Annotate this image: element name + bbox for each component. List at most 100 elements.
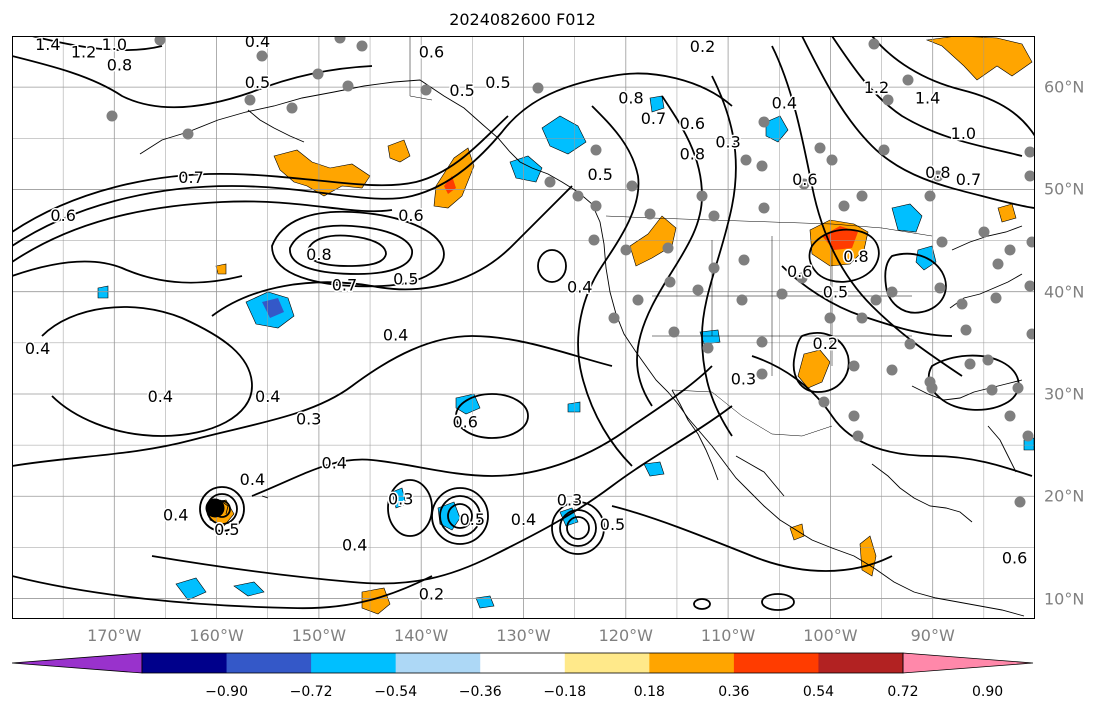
station-dot — [420, 84, 432, 96]
contour-line — [439, 495, 481, 537]
station-dot — [904, 338, 916, 350]
station-dot — [902, 74, 914, 86]
station-dot — [154, 36, 166, 46]
coastline — [735, 455, 785, 497]
contour-line — [611, 505, 893, 572]
contour-label: 0.8 — [925, 163, 950, 182]
contour-line — [447, 503, 473, 529]
negative-anomaly-area — [643, 461, 665, 477]
negative-anomaly-area — [765, 115, 789, 143]
contour-label: 1.0 — [951, 124, 976, 143]
station-dot — [626, 180, 638, 192]
colorbar-tick-label: 0.18 — [633, 684, 665, 700]
station-dot — [848, 360, 860, 372]
contour-label: 0.3 — [731, 370, 756, 389]
contour-line — [808, 228, 880, 283]
contour-line — [387, 479, 433, 537]
colorbar-segment — [564, 653, 650, 673]
station-dot — [848, 410, 860, 422]
station-dot — [738, 254, 750, 266]
station-dot — [590, 144, 602, 156]
station-dot — [1022, 430, 1034, 442]
contour-label: 0.3 — [715, 132, 740, 151]
positive-anomaly-area — [433, 147, 475, 209]
colorbar-segment — [226, 653, 312, 673]
longitude-label: 150°W — [291, 626, 347, 645]
station-dot — [312, 68, 324, 80]
positive-anomaly-area — [789, 523, 805, 541]
colorbar-tick-label: 0.72 — [887, 684, 919, 700]
contour-line — [871, 36, 1035, 137]
contour-label: 0.3 — [557, 490, 582, 509]
station-dot — [964, 358, 976, 370]
map-title: 2024082600 F012 — [449, 10, 596, 29]
coastline — [671, 389, 719, 481]
contour-line — [693, 598, 711, 610]
colorbar-extend-high — [902, 652, 1034, 674]
contour-label: 0.8 — [107, 56, 132, 75]
contour-label: 0.4 — [772, 93, 797, 112]
colorbar — [12, 652, 1034, 674]
station-dot — [856, 190, 868, 202]
contour-label: 0.5 — [393, 269, 418, 288]
station-dot — [824, 312, 836, 324]
contour-label: 0.4 — [322, 454, 347, 473]
contour-label: 1.2 — [71, 42, 96, 61]
station-dot — [572, 190, 584, 202]
contour-line — [307, 234, 387, 267]
contour-lines — [12, 36, 1035, 611]
contour-line — [151, 405, 733, 585]
station-dot — [668, 326, 680, 338]
border-line — [671, 389, 833, 437]
contour-line — [831, 36, 1023, 157]
station-dot — [1004, 410, 1016, 422]
longitude-label: 140°W — [394, 626, 449, 645]
contour-label: 0.4 — [255, 387, 280, 406]
station-dot — [796, 272, 808, 284]
contour-line — [761, 593, 795, 611]
station-dot — [356, 40, 368, 52]
contour-line — [636, 95, 703, 407]
station-dot — [1014, 496, 1026, 508]
station-dot — [982, 354, 994, 366]
contour-label: 0.4 — [342, 535, 367, 554]
contour-label: 0.4 — [163, 506, 188, 525]
storm-center-marker — [205, 498, 225, 518]
negative-anomaly-area — [891, 203, 923, 233]
station-dot — [1024, 146, 1035, 158]
station-dot — [334, 36, 346, 44]
contour-label: 0.4 — [567, 278, 592, 297]
latitude-label: 20°N — [1044, 486, 1085, 506]
longitude-label: 130°W — [496, 626, 551, 645]
station-dot — [632, 294, 644, 306]
colorbar-segment — [733, 653, 819, 673]
positive-anomaly-area — [797, 349, 831, 389]
station-dot — [1024, 170, 1035, 182]
contour-label: 0.2 — [419, 584, 444, 603]
station-dot — [936, 236, 948, 248]
contour-line — [12, 72, 733, 247]
station-dot — [1004, 244, 1016, 256]
contour-label: 0.4 — [148, 387, 173, 406]
longitude-label: 160°W — [189, 626, 244, 645]
positive-anomaly-area — [273, 149, 371, 197]
contour-line — [12, 55, 373, 109]
weather-map[interactable]: 1.2 1.0 1.4 0.8 0.4 0.5 0.6 0.5 0.5 0.7 0.6 0.6 0.8 0… — [12, 36, 1035, 619]
negative-anomaly-area — [567, 401, 581, 413]
contour-line — [12, 115, 509, 233]
contour-line — [801, 36, 1035, 209]
station-dot — [590, 200, 602, 212]
contour-label: 1.4 — [35, 36, 60, 54]
contour-label: 1.0 — [102, 36, 127, 54]
station-dot — [886, 286, 898, 298]
station-dot — [608, 312, 620, 324]
station-dot — [756, 336, 768, 348]
station-dot — [182, 128, 194, 140]
coastline — [219, 499, 229, 515]
longitude-label: 90°W — [910, 626, 955, 645]
contour-label: 0.6 — [452, 413, 477, 432]
station-dot — [934, 282, 946, 294]
station-dot — [588, 234, 600, 246]
station-dot — [708, 262, 720, 274]
contour-label: 0.6 — [787, 262, 812, 281]
